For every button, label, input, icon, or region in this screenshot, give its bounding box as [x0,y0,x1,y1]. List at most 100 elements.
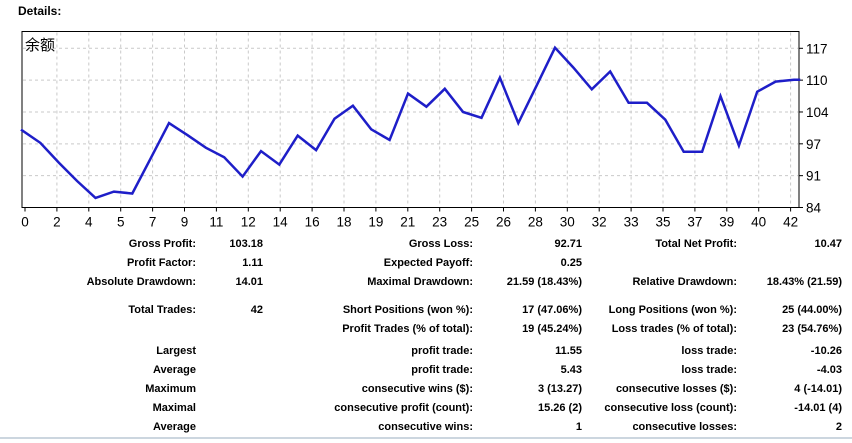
stat-label: Loss trades (% of total): [611,323,737,335]
stat-value: 42 [250,304,263,316]
stat-row: Maximum consecutive wins ($): 3 (13.27) con… [0,380,852,399]
y-axis-label: 117 [806,41,828,56]
x-axis-label: 19 [368,215,383,230]
stat-value: 4 (-14.01) [794,383,842,395]
stat-label: Relative Drawdown: [632,276,737,288]
stat-label: loss trade: [681,345,737,357]
stat-label: Short Positions (won %): [342,304,473,316]
plot-border [21,31,800,208]
series-label: 余额 [25,37,56,54]
stat-label: Absolute Drawdown: [86,276,196,288]
stat-label: consecutive loss (count): [604,402,737,414]
stat-value: 5.43 [560,364,582,376]
stat-value [196,418,263,437]
stat-value: 21.59 (18.43%) [506,276,582,288]
stat-label [0,320,196,339]
x-axis-label: 40 [751,215,766,230]
y-axis-label: 84 [806,201,822,216]
stat-row: Profit Trades (% of total): 19 (45.24%) Lo… [0,320,852,339]
x-axis-label: 2 [53,215,61,230]
stat-value: 3 (13.27) [537,383,582,395]
stat-label: Maximal Drawdown: [367,276,473,288]
x-axis-label: 25 [464,215,479,230]
stat-row: Total Trades: 42 Short Positions (won %): 1… [0,301,852,320]
x-axis-label: 33 [624,215,639,230]
x-axis-label: 35 [655,215,670,230]
stat-value: 17 (47.06%) [522,304,582,316]
stat-value: 92.71 [554,238,582,250]
x-axis-label: 37 [687,215,702,230]
x-axis-label: 9 [181,215,189,230]
x-axis-label: 12 [241,215,256,230]
stat-value: 18.43% (21.59) [766,276,842,288]
x-axis-label: 23 [432,215,447,230]
stat-value [196,399,263,418]
stat-value: -14.01 (4) [794,402,842,414]
stat-label: consecutive losses ($): [615,383,737,395]
x-axis-label: 18 [336,215,351,230]
stat-value [196,380,263,399]
x-axis-label: 21 [400,215,415,230]
x-axis-label: 42 [783,215,798,230]
stat-label: consecutive wins: [378,421,473,433]
stat-value: 0.25 [560,257,582,269]
stat-value: 103.18 [229,238,263,250]
stat-value: 1 [575,421,582,433]
stat-value: -10.26 [810,345,842,357]
x-axis-label: 28 [528,215,543,230]
stat-row: Gross Profit: 103.18 Gross Loss: 92.71 Total… [0,235,852,254]
x-axis-label: 11 [209,215,223,230]
stat-label: Average [152,421,196,433]
stat-row: Largest profit trade: 11.55 loss trade: -10.… [0,342,852,361]
x-axis-label: 5 [117,215,125,230]
balance-chart: 117 110 104 97 91 84 0 2 4 5 7 9 11 12 14 16 18 19 21 23 25 2… [20,31,829,230]
x-axis-label: 16 [305,215,320,230]
y-axis-label: 97 [806,137,821,152]
stat-label: Profit Trades (% of total): [342,323,473,335]
x-axis-label: 30 [560,215,575,230]
stat-label: loss trade: [681,364,737,376]
stat-label: Average [152,364,196,376]
stat-row: Profit Factor: 1.11 Expected Payoff: 0.25 [0,254,852,273]
stat-value: 25 (44.00%) [782,304,842,316]
stat-value [196,320,263,339]
x-axis-label: 39 [719,215,734,230]
y-axis-label: 110 [806,73,828,88]
stat-label [582,254,737,273]
x-axis-label: 0 [21,215,29,230]
stats-table: Gross Profit: 103.18 Gross Loss: 92.71 Total… [0,235,852,437]
balance-line [20,45,801,200]
stat-value: 19 (45.24%) [522,323,582,335]
stat-label: Maximal [152,402,196,414]
stat-label: consecutive losses: [632,421,737,433]
stat-value [196,342,263,361]
stat-row: Average consecutive wins: 1 consecutive los… [0,418,852,437]
stat-value [196,361,263,380]
stat-label: consecutive wins ($): [361,383,473,395]
stat-label: profit trade: [411,345,473,357]
stat-value [737,254,842,273]
stat-label: Long Positions (won %): [608,304,737,316]
x-axis-label: 32 [592,215,607,230]
x-axis-label: 7 [149,215,157,230]
stat-value: 14.01 [235,276,263,288]
stat-label: Total Trades: [128,304,196,316]
stat-label: Total Net Profit: [655,238,737,250]
stat-row: Absolute Drawdown: 14.01 Maximal Drawdown:… [0,273,852,292]
x-axis-label: 26 [496,215,511,230]
stat-label: Gross Profit: [128,238,196,250]
stat-value: 2 [835,421,842,433]
stat-value: 1.11 [242,257,263,269]
details-label: Details: [18,4,62,18]
chart-canvas: 117 110 104 97 91 84 0 2 4 5 7 9 11 12 14 16 18 19 21 23 25 2… [20,31,829,230]
bottom-separator [0,437,852,439]
stat-value: 23 (54.76%) [782,323,842,335]
stat-label: Gross Loss: [408,238,473,250]
stat-row: Average profit trade: 5.43 loss trade: -4.03 [0,361,852,380]
stat-value: 15.26 (2) [537,402,582,414]
x-axis-label: 4 [85,215,93,230]
x-axis-label: 14 [273,215,289,230]
stat-value: 11.55 [555,345,582,357]
stat-label: Profit Factor: [126,257,196,269]
